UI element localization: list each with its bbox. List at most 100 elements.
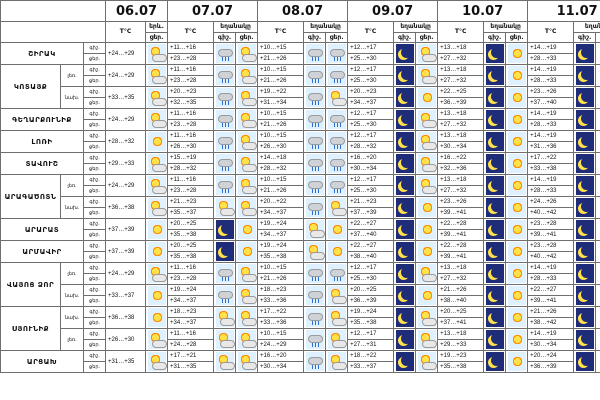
day-weather-icon — [327, 88, 347, 107]
day-weather — [415, 284, 439, 307]
night-temp: +14…+19 — [527, 174, 575, 186]
weather-icon — [147, 132, 166, 151]
corner-header-sub — [0, 21, 107, 43]
night-weather — [483, 350, 507, 373]
night-weather — [213, 328, 237, 351]
day-weather — [235, 350, 259, 373]
sun-icon — [241, 224, 253, 235]
night-temp: +17…+21 — [167, 350, 215, 362]
region-row-night: ԱՐԱԳԱԾՈՏՆ լեռ. գիշ. +24…+29 +11…+16 +10…+15 +1… — [0, 174, 600, 219]
day-temp: +28…+33 — [527, 273, 575, 285]
sun-icon — [149, 200, 161, 211]
moon-icon — [581, 91, 592, 102]
cloud-icon — [307, 203, 323, 211]
weather-06 — [145, 240, 169, 263]
night-weather-icon — [215, 176, 234, 195]
night-weather-icon — [575, 286, 594, 305]
day-weather-icon — [507, 220, 526, 239]
night-weather-icon — [215, 44, 234, 63]
sun-icon — [331, 246, 343, 257]
rain-drops-icon — [221, 167, 223, 171]
rain-drops-icon — [311, 299, 313, 303]
day-weather-icon — [327, 330, 347, 349]
cloud-icon — [331, 98, 347, 106]
night-temp: +22…+27 — [347, 218, 395, 230]
moon-icon — [401, 201, 412, 212]
night-weather-icon — [395, 330, 414, 349]
night-weather-icon — [485, 154, 504, 173]
night-weather-icon — [575, 308, 594, 327]
cloud-icon — [309, 230, 325, 238]
night-label: գիշ. — [82, 42, 107, 54]
night-weather — [303, 328, 327, 351]
day-temp: +34…+37 — [257, 207, 305, 219]
date-06: 06.07 — [105, 0, 169, 22]
night-weather-icon — [305, 110, 324, 129]
day-weather — [235, 152, 259, 175]
night-temp: +11…+16 — [167, 130, 215, 142]
night-weather-icon — [575, 264, 594, 283]
sun-icon — [511, 312, 523, 323]
night-weather-icon — [575, 176, 594, 195]
rain-drops-icon — [333, 57, 335, 61]
day-temp: +25…+30 — [347, 53, 395, 65]
night-temp: +11…+16 — [167, 42, 215, 54]
sun-icon — [239, 68, 251, 79]
night-temp: +12…+17 — [347, 262, 395, 274]
night-weather — [393, 262, 417, 285]
night-temp: +11…+16 — [167, 108, 215, 120]
sun-icon — [421, 202, 433, 213]
night-weather-icon — [395, 264, 414, 283]
day-weather-icon — [237, 198, 257, 217]
day-weather — [505, 328, 529, 351]
night-weather-icon — [575, 330, 594, 349]
day-weather — [235, 196, 259, 219]
region-row-night: ԱՐԱՐԱՏ գիշ. +37…+39 +20…+25 +19…+24 +22…+27 +2… — [0, 218, 600, 241]
weather-icon — [147, 198, 167, 217]
day-temp: +26…+30 — [257, 141, 305, 153]
cloud-icon — [241, 296, 257, 304]
region-row-day: ցեր. +23…+28 +21…+26 +25…+30 +27…+32 +28…+33 — [1, 273, 600, 285]
sun-icon — [421, 224, 433, 235]
night-temp: +12…+17 — [347, 174, 395, 186]
night-weather-icon — [305, 286, 324, 305]
temp-06: +33…+37 — [105, 284, 147, 307]
night-weather — [483, 218, 507, 241]
day-weather-icon — [327, 132, 346, 151]
cloud-icon — [241, 120, 257, 128]
night-weather-icon — [395, 154, 414, 173]
region-row-night: ՏԱՎՈՒՇ գիշ. +29…+33 +15…+19 +14…+18 +16…+20 +1… — [0, 152, 600, 175]
night-temp: +20…+25 — [347, 284, 395, 296]
night-temp: +13…+18 — [437, 262, 485, 274]
day-temp: +30…+34 — [527, 339, 575, 351]
rain-drops-icon — [311, 79, 313, 83]
night-header-11: գիշ. — [573, 32, 597, 43]
day-temp: +39…+41 — [437, 251, 485, 263]
cloud-icon — [331, 362, 347, 370]
moon-icon — [491, 201, 502, 212]
day-weather — [505, 64, 529, 87]
moon-icon — [491, 69, 502, 80]
moon-icon — [581, 267, 592, 278]
night-temp: +20…+25 — [167, 218, 215, 230]
night-temp: +13…+18 — [437, 174, 485, 186]
day-weather — [505, 284, 529, 307]
cloud-icon — [217, 181, 233, 189]
cloud-icon — [421, 362, 437, 370]
night-weather-icon — [485, 264, 504, 283]
night-weather — [573, 306, 597, 329]
night-weather-icon — [215, 308, 235, 327]
night-weather — [213, 152, 237, 175]
weather-header-08: եղանակը — [303, 21, 349, 33]
day-label: ցեր. — [82, 75, 107, 87]
cloud-icon — [307, 269, 323, 277]
day-temp: +38…+40 — [437, 295, 485, 307]
day-temp: +27…+32 — [437, 75, 485, 87]
night-temp: +13…+18 — [437, 130, 485, 142]
sun-icon — [419, 46, 431, 57]
day-weather-icon — [237, 264, 257, 283]
cloud-icon — [217, 115, 233, 123]
night-weather — [483, 262, 507, 285]
day-weather — [235, 130, 259, 153]
sun-icon — [149, 90, 161, 101]
